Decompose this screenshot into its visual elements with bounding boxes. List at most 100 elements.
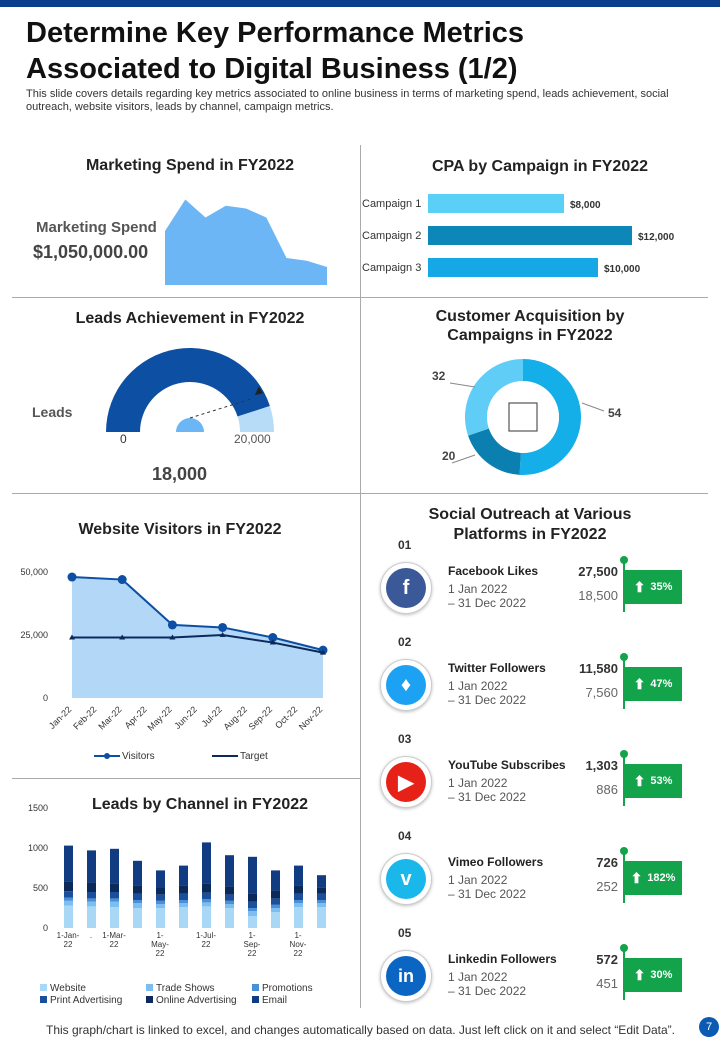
legend-item: Email — [252, 995, 287, 1006]
leads-bar-segment — [225, 886, 234, 895]
leads-bar-segment — [202, 902, 211, 907]
legend-target-label: Target — [240, 751, 268, 762]
target-point — [119, 634, 126, 640]
growth-value: 47% — [650, 678, 673, 690]
leads-bar-segment — [133, 900, 142, 904]
leads-bar-segment — [225, 908, 234, 928]
leads-bar-segment — [133, 885, 142, 894]
donut-slice — [519, 359, 581, 475]
leads-bar-segment — [87, 906, 96, 928]
social-icon-badge: f — [380, 562, 432, 614]
legend-swatch — [146, 984, 153, 991]
legend-label: Promotions — [262, 983, 313, 994]
leads-bar-segment — [87, 850, 96, 883]
social-date-end: – 31 Dec 2022 — [448, 887, 527, 901]
leads-bar-segment — [133, 860, 142, 886]
leads-bar-segment — [156, 900, 165, 904]
x-tick-label: 1-Mar- — [102, 931, 126, 940]
leads-bar-segment — [202, 883, 211, 893]
leads-bar-segment — [271, 908, 280, 912]
x-tick-label: Sep- — [244, 940, 261, 949]
y-tick-label: 500 — [33, 883, 48, 893]
donut-value-label: 20 — [442, 449, 456, 463]
target-point — [320, 649, 326, 655]
donut-slice — [465, 359, 523, 436]
cpa-category-label: Campaign 3 — [362, 262, 421, 274]
social-platform-name: Twitter Followers — [448, 661, 546, 675]
marketing-spend-chart — [165, 199, 327, 285]
leads-achievement-title: Leads Achievement in FY2022 — [75, 310, 305, 327]
leads-bar-segment — [87, 898, 96, 902]
legend-swatch — [252, 996, 259, 1003]
vimeo-icon: v — [386, 859, 426, 899]
legend-label: Website — [50, 983, 86, 994]
x-tick-label: Mar-22 — [96, 704, 123, 731]
legend-item: Website — [40, 983, 86, 994]
marketing-spend-value: $1,050,000.00 — [33, 242, 149, 262]
leads-gauge — [106, 348, 274, 432]
target-point — [69, 634, 75, 640]
leads-bar-segment — [133, 908, 142, 928]
social-current-value: 572 — [596, 952, 618, 967]
x-tick-label: . — [90, 931, 92, 940]
leads-bar-segment — [64, 845, 73, 882]
leads-bar-segment — [202, 906, 211, 928]
leads-bar-segment — [110, 907, 119, 928]
leads-bar-segment — [248, 911, 257, 916]
donut-leader — [581, 402, 605, 412]
social-date-end: – 31 Dec 2022 — [448, 790, 527, 804]
legend-swatch — [146, 996, 153, 1003]
social-date-start: 1 Jan 2022 — [448, 582, 508, 596]
leads-bar-segment — [317, 903, 326, 908]
cpa-title: CPA by Campaign in FY2022 — [431, 158, 649, 175]
legend-label: Email — [262, 995, 288, 1006]
x-tick-label: 22 — [202, 940, 211, 949]
visitors-point — [218, 622, 228, 632]
arrow-up-icon: ⬆ — [633, 675, 646, 692]
leads-bar-segment — [202, 892, 211, 900]
gauge-label: Leads — [32, 404, 73, 420]
arrow-up-icon: ⬆ — [633, 966, 646, 983]
leads-bar-segment — [179, 865, 188, 886]
leads-bar-segment — [87, 882, 96, 892]
x-tick-label: 1-Jul- — [196, 931, 216, 940]
leads-bar-segment — [225, 900, 234, 904]
facebook-icon: f — [386, 568, 426, 608]
leads-bar-segment — [294, 893, 303, 900]
social-current-value: 27,500 — [578, 564, 618, 579]
leads-bar-segment — [156, 870, 165, 888]
leads-bar-segment — [317, 875, 326, 888]
donut-value-label: 32 — [432, 369, 446, 383]
y-tick-label: 1000 — [28, 843, 48, 853]
social-platform-name: Vimeo Followers — [448, 855, 544, 869]
target-line — [72, 633, 324, 654]
leads-bar-segment — [317, 907, 326, 928]
leads-bar-segment — [271, 890, 280, 899]
leads-bar-segment — [202, 842, 211, 884]
y-tick-label: 0 — [43, 693, 48, 703]
social-date-start: 1 Jan 2022 — [448, 873, 508, 887]
website-visitors-title: Website Visitors in FY2022 — [78, 521, 282, 538]
leads-bar-segment — [248, 908, 257, 912]
social-icon-badge: ♦ — [380, 659, 432, 711]
customer-acquisition-donut: 54 20 32 — [432, 359, 622, 475]
x-tick-label: Apr-22 — [123, 704, 149, 730]
leads-bar-segment — [87, 892, 96, 899]
growth-value: 182% — [647, 872, 676, 884]
leads-bar-segment — [133, 893, 142, 900]
leads-bar-segment — [294, 885, 303, 894]
leads-bar-segment — [110, 848, 119, 884]
legend-label: Trade Shows — [156, 983, 215, 994]
gauge-remaining — [237, 406, 274, 432]
cpa-bar — [428, 194, 564, 213]
donut-leader — [449, 382, 476, 388]
growth-badge: ⬆ 30% — [624, 958, 682, 992]
donut-center — [487, 381, 559, 453]
legend-swatch — [40, 996, 47, 1003]
x-tick-label: 22 — [294, 949, 303, 958]
x-tick-label: May-22 — [146, 704, 174, 732]
leads-bar-segment — [225, 894, 234, 901]
leads-bar-segment — [317, 900, 326, 904]
social-icon-badge: v — [380, 853, 432, 905]
x-tick-label: Feb-22 — [71, 704, 98, 731]
